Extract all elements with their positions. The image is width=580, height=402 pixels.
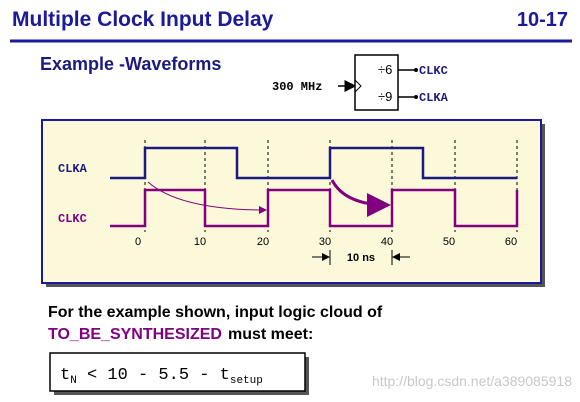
watermark: http://blog.csdn.net/a389085918 [372,373,572,389]
signal-label: CLKC [58,212,87,226]
time-label: 20 [257,236,269,248]
formula-part: N [70,375,77,387]
time-label: 30 [319,236,331,248]
signal-label: CLKA [58,162,88,176]
formula-part: t [60,366,70,385]
input-label: 300 MHz [272,80,322,94]
divider-block: 300 MHz ÷6 ÷9 CLKC CLKA [272,54,449,111]
time-label: 60 [505,236,517,248]
time-label: 40 [381,236,393,248]
body-text: For the example shown, input logic cloud… [48,304,383,321]
page-number: 10-17 [517,9,568,31]
subtitle: Example -Waveforms [40,54,221,74]
time-label: 50 [443,236,455,248]
divider: ÷9 [378,89,392,104]
waveform-panel: CLKA CLKC 0 10 20 30 40 50 60 10 ns [41,119,545,287]
formula-part: setup [230,375,263,387]
formula-part: < 10 - 5.5 - t [77,366,230,385]
output-label: CLKC [419,64,448,78]
time-label: 10 [194,236,206,248]
keyword: TO_BE_SYNTHESIZED [48,326,222,343]
output-label: CLKA [419,91,449,105]
body-text: must meet: [228,326,313,343]
divider: ÷6 [378,62,392,77]
formula: tN < 10 - 5.5 - tsetup [60,366,263,387]
interval-label: 10 ns [347,252,375,264]
title: Multiple Clock Input Delay [12,8,274,31]
body-text: TO_BE_SYNTHESIZED must meet: [48,326,313,343]
time-label: 0 [135,236,141,248]
